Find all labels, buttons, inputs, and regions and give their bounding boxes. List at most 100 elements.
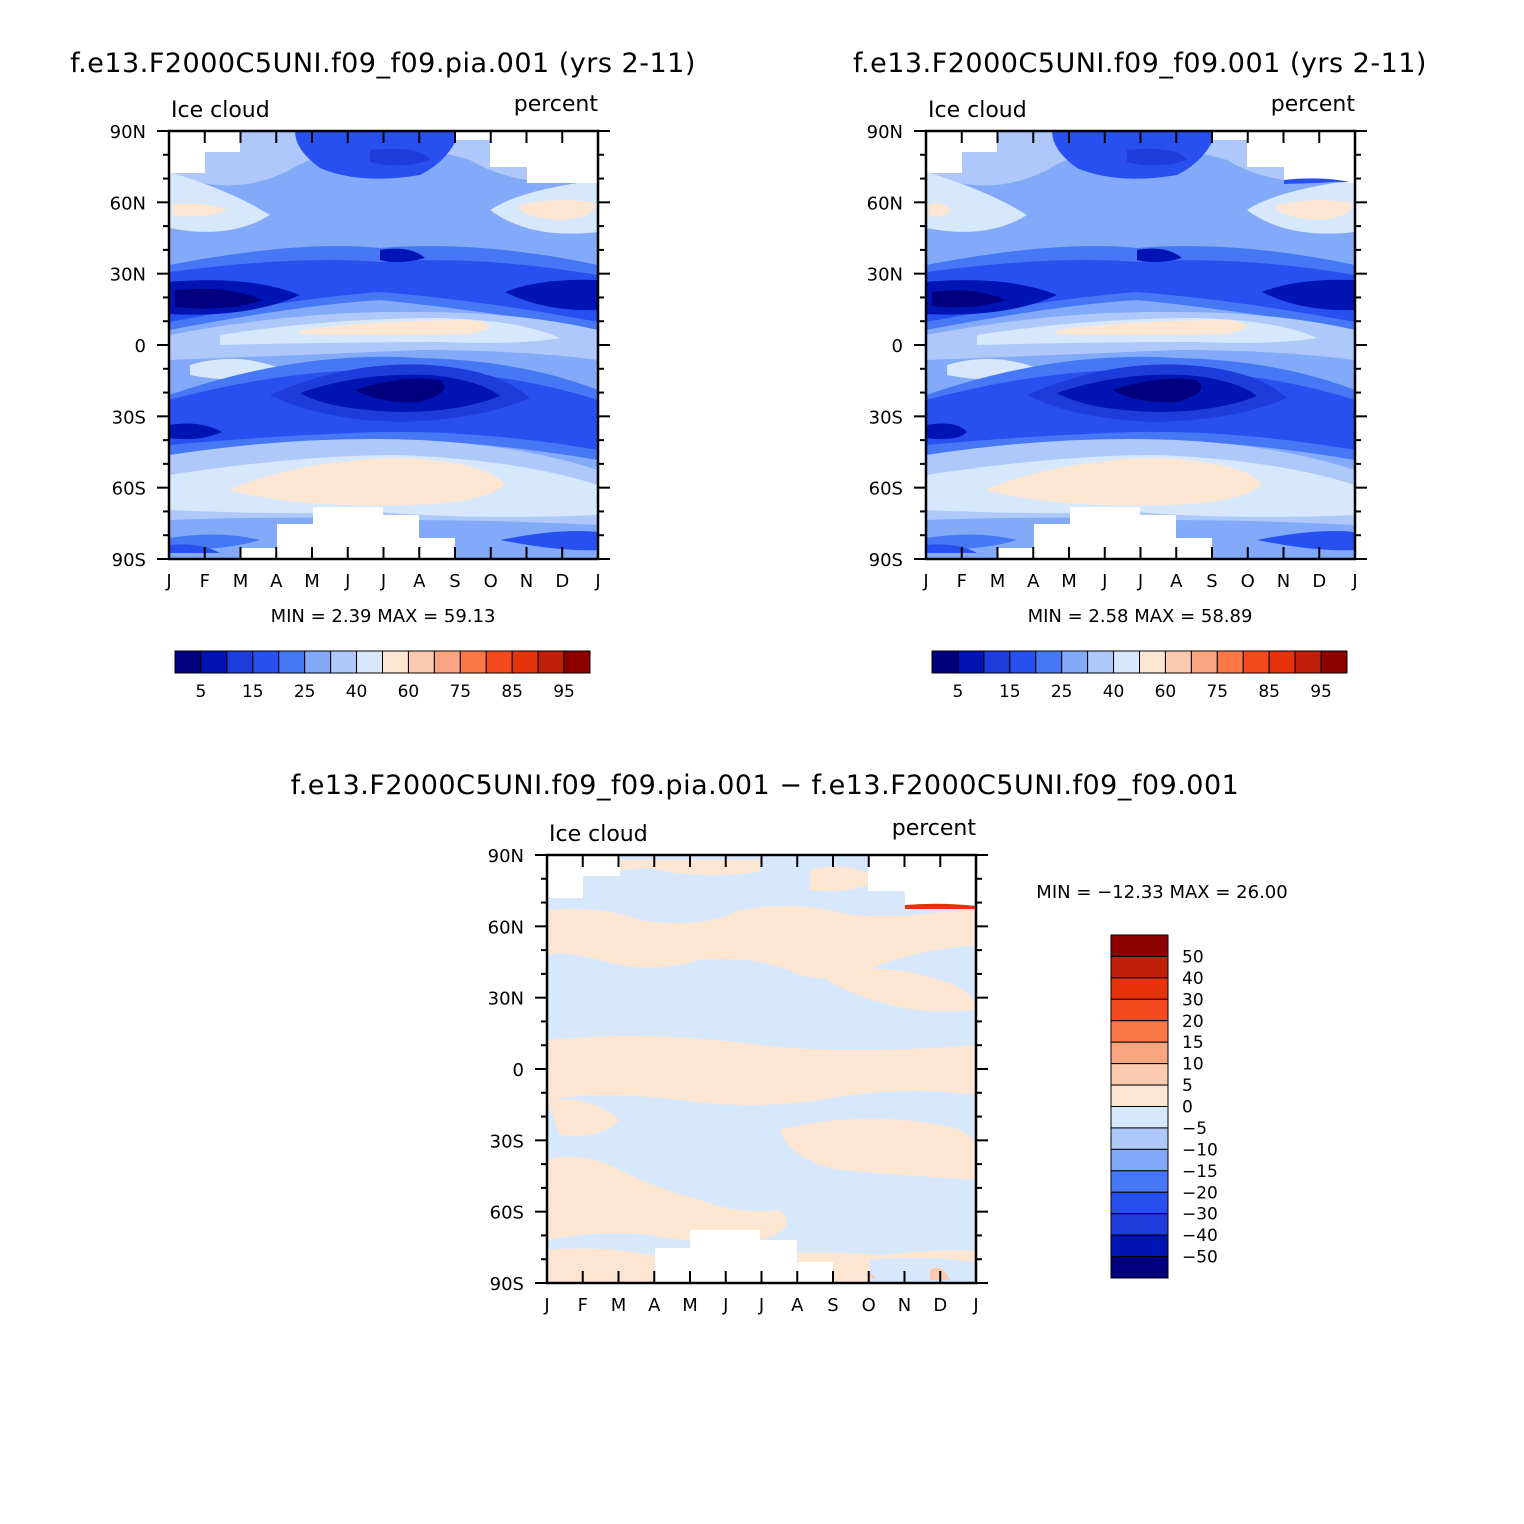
y-tick-label: 60S [112,479,146,500]
colorbar-label: 95 [1310,682,1332,702]
colorbar-label: 10 [1182,1055,1204,1075]
y-tick-label: 90S [869,550,903,571]
colorbar-swatch [931,650,959,674]
panel-1-right-label: percent [514,92,599,117]
colorbar-label: 40 [346,682,368,702]
x-tick-label: S [449,571,460,592]
colorbar-swatch [485,650,513,674]
colorbar-label: 0 [1182,1098,1193,1118]
panel-3-right-label: percent [892,816,977,841]
y-tick-label: 30S [490,1131,524,1152]
y-tick-label: 30S [869,407,903,428]
x-tick-label: D [555,571,569,592]
x-tick-label: M [233,571,249,592]
x-tick-label: J [1137,571,1143,592]
x-tick-label: O [1241,571,1255,592]
colorbar-swatch [304,650,332,674]
colorbar-swatch [226,650,254,674]
colorbar-label: 50 [1182,947,1204,967]
colorbar-swatch [1110,1170,1169,1193]
y-tick-label: 60N [867,193,903,214]
x-tick-label: M [682,1295,698,1316]
colorbar-swatch [1110,1191,1169,1215]
panel-2-right-label: percent [1271,92,1356,117]
y-tick-label: 60N [110,193,146,214]
y-tick-label: 90N [110,122,146,143]
x-tick-label: J [758,1295,764,1316]
y-tick-label: 30N [867,265,903,286]
colorbar-label: 15 [242,682,264,702]
x-tick-label: D [1312,571,1326,592]
panel-2-colorbar: 5 15 25 40 60 75 85 95 [931,650,1348,702]
y-tick-label: 30N [110,265,146,286]
y-tick-label: 90S [112,550,146,571]
y-tick-label: 60S [490,1203,524,1224]
x-tick-label: N [898,1295,911,1316]
colorbar-swatch [433,650,461,674]
y-tick-label: 90N [488,846,524,867]
x-tick-label: J [1351,571,1357,592]
x-tick-label: N [520,571,533,592]
colorbar-label: 5 [196,682,207,702]
colorbar-swatch [459,650,487,674]
panel-1-contour-field [169,131,598,559]
colorbar-label: −50 [1182,1248,1218,1268]
colorbar-swatch [563,650,591,674]
colorbar-label: 30 [1182,990,1204,1010]
colorbar-label: 5 [953,682,964,702]
panel-2-title: f.e13.F2000C5UNI.f09_f09.001 (yrs 2-11) [853,48,1427,79]
colorbar-swatch [356,650,383,674]
y-tick-label: 90N [867,122,903,143]
x-tick-label: A [1170,571,1183,592]
x-tick-label: O [862,1295,876,1316]
x-tick-label: M [990,571,1006,592]
colorbar-label: −5 [1182,1119,1207,1139]
y-tick-label: 0 [135,336,146,357]
colorbar-swatch [252,650,280,674]
colorbar-swatch [1110,1063,1169,1086]
panel-1-stats: MIN = 2.39 MAX = 59.13 [271,606,496,627]
x-tick-label: A [791,1295,804,1316]
colorbar-label: 60 [398,682,420,702]
x-tick-label: J [165,571,171,592]
x-tick-label: J [972,1295,978,1316]
colorbar-swatch [1110,955,1169,979]
colorbar-swatch [1009,650,1037,674]
colorbar-label: −40 [1182,1226,1218,1246]
x-tick-label: S [1206,571,1217,592]
colorbar-swatch [1294,650,1322,674]
colorbar-label: −10 [1182,1140,1218,1160]
x-tick-label: A [1027,571,1040,592]
colorbar-swatch [1139,650,1166,674]
x-tick-label: M [611,1295,627,1316]
colorbar-label: 25 [294,682,316,702]
colorbar-swatch [1268,650,1296,674]
x-tick-label: A [270,571,283,592]
y-tick-label: 30S [112,407,146,428]
panel-1-left-label: Ice cloud [171,98,270,123]
x-tick-label: J [380,571,386,592]
colorbar-swatch [1242,650,1270,674]
y-tick-label: 0 [892,336,903,357]
y-tick-label: 60S [869,479,903,500]
colorbar-label: 85 [1258,682,1280,702]
colorbar-swatch [174,650,202,674]
colorbar-swatch [1035,650,1063,674]
panel-3: f.e13.F2000C5UNI.f09_f09.pia.001 − f.e13… [291,770,1288,1316]
x-tick-label: M [304,571,320,592]
colorbar-label: −20 [1182,1183,1218,1203]
x-tick-label: J [922,571,928,592]
colorbar-label: 15 [1182,1033,1204,1053]
panel-1-title: f.e13.F2000C5UNI.f09_f09.pia.001 (yrs 2-… [70,48,696,79]
panel-3-ticks [535,854,988,1284]
colorbar-swatch [330,650,358,674]
x-tick-label: F [957,571,967,592]
x-tick-label: A [648,1295,661,1316]
colorbar-swatch [1110,1127,1169,1150]
colorbar-swatch [537,650,565,674]
colorbar-swatch [983,650,1011,674]
